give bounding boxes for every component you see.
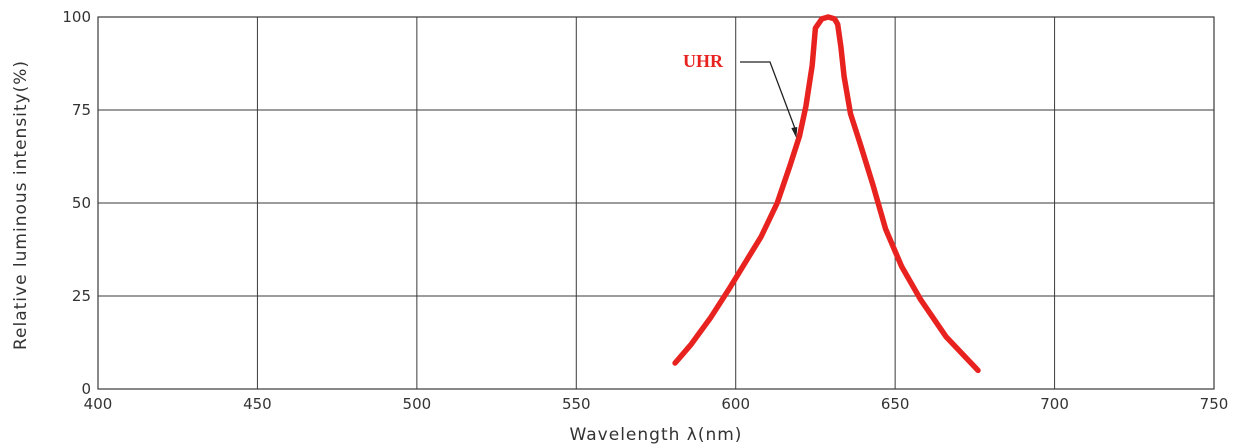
series-label-uhr: UHR: [683, 51, 724, 71]
series-line-uhr: [672, 14, 981, 374]
data-point: [691, 344, 692, 345]
data-point: [860, 143, 861, 144]
data-point: [828, 17, 829, 18]
y-axis-tick-labels: 0 25 50 75 100: [62, 8, 91, 398]
x-axis-title: Wavelength λ(nm): [570, 425, 743, 445]
data-point: [815, 28, 816, 29]
data-point: [850, 113, 851, 114]
x-tick-label: 600: [721, 395, 750, 413]
annotation-leader-line: [740, 61, 797, 133]
data-point: [844, 76, 845, 77]
data-point: [920, 299, 921, 300]
grid: [97, 16, 1215, 390]
x-axis-tick-labels: 400 450 500 550 600 650 700 750: [84, 395, 1229, 413]
data-point: [840, 46, 841, 47]
data-point: [821, 18, 822, 19]
plot-border: [97, 16, 1215, 390]
data-point: [745, 262, 746, 263]
data-point: [761, 236, 762, 237]
data-point: [834, 18, 835, 19]
data-point: [901, 266, 902, 267]
x-tick-label: 500: [403, 395, 432, 413]
data-point: [872, 184, 873, 185]
data-point: [675, 362, 676, 363]
data-point: [978, 370, 979, 371]
data-point: [885, 229, 886, 230]
data-point: [729, 288, 730, 289]
data-point: [710, 318, 711, 319]
series-layer: [672, 14, 981, 374]
x-tick-label: 450: [243, 395, 272, 413]
data-point: [946, 336, 947, 337]
data-point: [805, 106, 806, 107]
annotation-layer: UHR: [683, 51, 798, 138]
x-tick-label: 750: [1200, 395, 1229, 413]
y-tick-label: 100: [62, 8, 91, 26]
data-point: [799, 136, 800, 137]
data-point: [789, 165, 790, 166]
x-tick-label: 550: [562, 395, 591, 413]
plot-frame: [97, 16, 1215, 390]
data-point: [777, 203, 778, 204]
y-tick-label: 50: [72, 194, 91, 212]
data-point: [812, 65, 813, 66]
y-tick-label: 0: [81, 380, 91, 398]
y-tick-label: 75: [72, 101, 91, 119]
data-point: [837, 24, 838, 25]
x-tick-label: 700: [1040, 395, 1069, 413]
x-tick-label: 650: [881, 395, 910, 413]
annotation-arrowhead: [791, 127, 798, 138]
y-tick-label: 25: [72, 287, 91, 305]
y-axis-title: Relative luminous intensity(%): [11, 60, 31, 350]
x-tick-label: 400: [84, 395, 113, 413]
